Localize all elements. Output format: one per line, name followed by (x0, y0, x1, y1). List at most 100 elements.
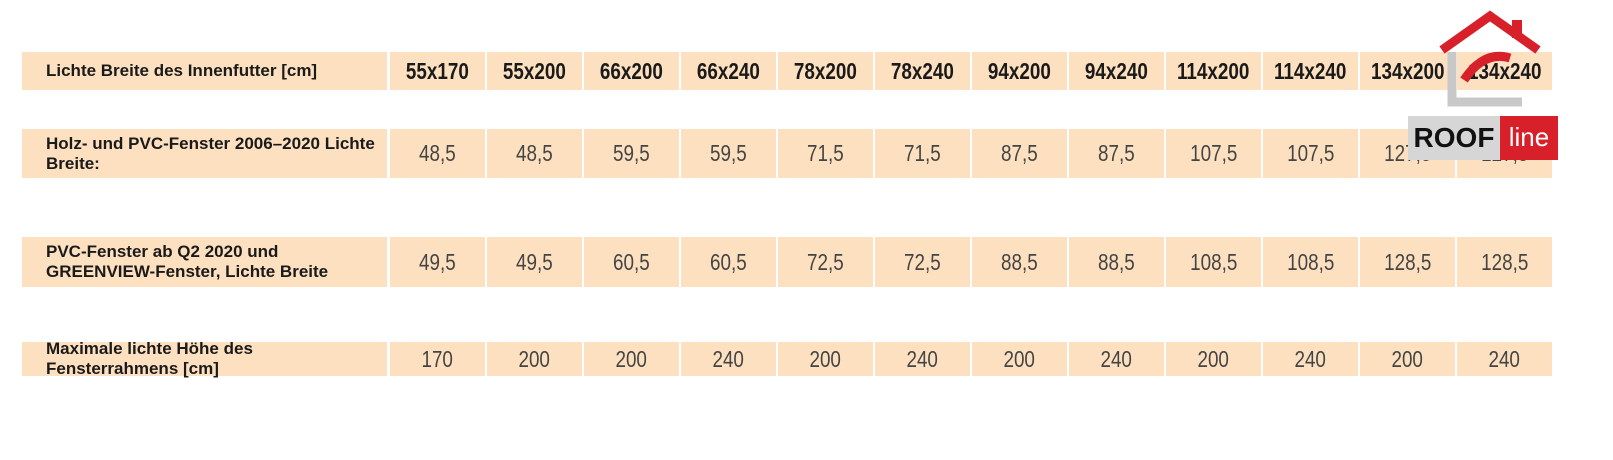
value-cell-text: 87,5 (1001, 140, 1038, 166)
header-cell-text: 134x200 (1370, 57, 1445, 84)
value-cell-text: 107,5 (1286, 140, 1335, 166)
header-cell: 94x200 (972, 52, 1067, 90)
value-cell-text: 240 (906, 345, 939, 372)
logo-text: ROOF (1414, 122, 1495, 153)
header-cell: 66x200 (584, 52, 679, 90)
header-cell-text: 94x240 (1085, 57, 1148, 84)
value-cell: 240 (681, 342, 776, 376)
logo-box-right (1500, 116, 1558, 160)
header-cell: 55x170 (390, 52, 485, 90)
header-cell-text: 114x240 (1274, 57, 1347, 84)
value-cell-text: 108,5 (1286, 248, 1335, 275)
value-cell: 60,5 (681, 237, 776, 287)
row-label-text: Lichte Breite des Innenfutter [cm] (46, 61, 318, 80)
value-cell-text: 200 (1197, 345, 1230, 372)
header-cell-text: 114x200 (1177, 57, 1250, 84)
value-cell: 60,5 (584, 237, 679, 287)
header-cell: 114x240 (1263, 52, 1358, 90)
value-cell: 59,5 (681, 129, 776, 178)
value-cell-text: 71,5 (807, 140, 844, 166)
row-label-text: Maximale lichte Höhe des Fensterrahmens … (46, 339, 253, 378)
header-cell: 55x200 (487, 52, 582, 90)
value-cell-text: 72,5 (807, 248, 844, 275)
value-cell-text: 200 (809, 345, 842, 372)
header-cell: 114x200 (1166, 52, 1261, 90)
header-cell: 78x240 (875, 52, 970, 90)
value-cell-text: 170 (421, 345, 454, 372)
header-cell-text: 55x170 (406, 57, 469, 84)
value-cell: 240 (1069, 342, 1164, 376)
value-cell-text: 48,5 (419, 140, 456, 166)
value-cell: 128,5 (1457, 237, 1552, 287)
value-cell: 49,5 (487, 237, 582, 287)
value-cell-text: 59,5 (710, 140, 747, 166)
value-cell: 71,5 (778, 129, 873, 178)
logo-wall (1447, 52, 1522, 107)
row-label-text: Holz- und PVC-Fenster 2006–2020 Lichte B… (46, 133, 375, 173)
value-cell-text: 71,5 (904, 140, 941, 166)
value-cell: 108,5 (1263, 237, 1358, 287)
header-cell: 78x200 (778, 52, 873, 90)
header-cell-text: 66x200 (600, 57, 663, 84)
row-label: PVC-Fenster ab Q2 2020 und GREENVIEW-Fen… (22, 237, 387, 287)
value-cell-text: 107,5 (1189, 140, 1238, 166)
header-cell-text: 94x200 (988, 57, 1051, 84)
header-cell-text: 55x200 (503, 57, 566, 84)
value-cell-text: 240 (1100, 345, 1133, 372)
value-cell: 72,5 (875, 237, 970, 287)
header-cell-text: 78x200 (794, 57, 857, 84)
value-cell-text: 240 (712, 345, 745, 372)
value-cell-text: 49,5 (516, 248, 553, 275)
value-cell: 200 (1360, 342, 1455, 376)
value-cell: 240 (875, 342, 970, 376)
value-cell: 170 (390, 342, 485, 376)
value-cell-text: 200 (1003, 345, 1036, 372)
logo-text: line (1509, 122, 1549, 152)
value-cell-text: 49,5 (419, 248, 456, 275)
logo-arrow (1460, 51, 1512, 83)
row-label: Lichte Breite des Innenfutter [cm] (22, 52, 387, 90)
header-cell-text: 78x240 (891, 57, 954, 84)
logo-box-left (1408, 116, 1500, 160)
row-label-text: PVC-Fenster ab Q2 2020 und GREENVIEW-Fen… (46, 242, 329, 281)
value-cell: 200 (778, 342, 873, 376)
value-cell: 49,5 (390, 237, 485, 287)
row-label: Maximale lichte Höhe des Fensterrahmens … (22, 339, 387, 378)
value-cell-text: 240 (1294, 345, 1327, 372)
value-cell-text: 128,5 (1480, 248, 1529, 275)
value-cell: 87,5 (972, 129, 1067, 178)
value-cell-text: 108,5 (1189, 248, 1238, 275)
row-label: Holz- und PVC-Fenster 2006–2020 Lichte B… (22, 129, 387, 178)
value-cell-text: 72,5 (904, 248, 941, 275)
value-cell: 107,5 (1166, 129, 1261, 178)
value-cell-text: 200 (518, 345, 551, 372)
value-cell: 200 (1166, 342, 1261, 376)
value-cell-text: 88,5 (1001, 248, 1038, 275)
logo-chimney (1512, 20, 1522, 38)
value-cell-text: 240 (1488, 345, 1521, 372)
header-cell: 66x240 (681, 52, 776, 90)
value-cell: 200 (584, 342, 679, 376)
value-cell: 88,5 (1069, 237, 1164, 287)
value-cell: 200 (487, 342, 582, 376)
header-cell: 134x200 (1360, 52, 1455, 90)
value-cell: 87,5 (1069, 129, 1164, 178)
value-cell-text: 200 (615, 345, 648, 372)
value-cell-text: 59,5 (613, 140, 650, 166)
logo-roof (1439, 10, 1541, 54)
value-cell: 240 (1263, 342, 1358, 376)
header-cell-text: 66x240 (697, 57, 760, 84)
header-cell: 94x240 (1069, 52, 1164, 90)
value-cell: 59,5 (584, 129, 679, 178)
value-cell-text: 60,5 (710, 248, 747, 275)
value-cell: 107,5 (1263, 129, 1358, 178)
logo: ROOF line (1408, 10, 1558, 160)
value-cell-text: 60,5 (613, 248, 650, 275)
value-cell-text: 200 (1391, 345, 1424, 372)
value-cell: 240 (1457, 342, 1552, 376)
value-cell: 48,5 (487, 129, 582, 178)
value-cell: 71,5 (875, 129, 970, 178)
value-cell-text: 128,5 (1383, 248, 1432, 275)
value-cell: 88,5 (972, 237, 1067, 287)
